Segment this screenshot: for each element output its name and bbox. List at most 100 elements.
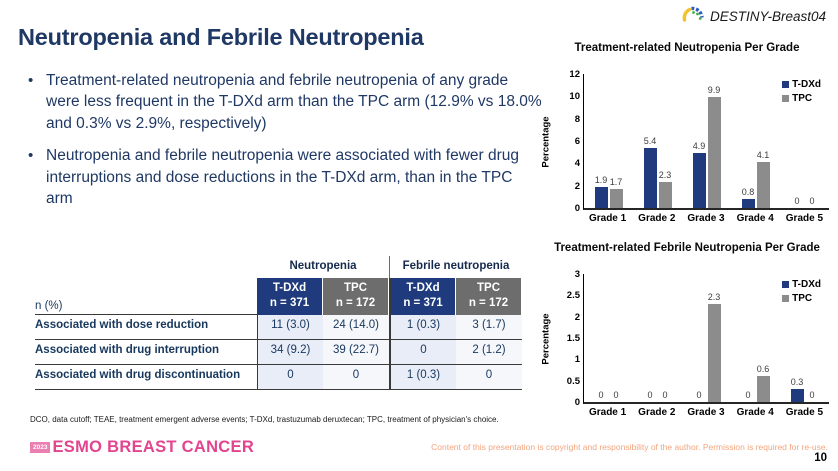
- esmo-logo: 2023 ESMO BREAST CANCER: [30, 438, 254, 457]
- legend-item: T-DXd: [782, 279, 821, 290]
- table-cell: 0: [257, 365, 323, 390]
- col-header-drug: TPC: [344, 282, 367, 294]
- bar-tpc: 2.3: [658, 170, 672, 208]
- study-name: DESTINY-Breast04: [709, 9, 826, 24]
- bar-value-label: 0: [809, 196, 815, 206]
- table-col-header-tdxd-febrile: T-DXd n = 371: [389, 278, 456, 315]
- chart-legend: T-DXd TPC: [782, 279, 821, 307]
- bullet-marker: •: [28, 147, 34, 165]
- bullet-item: • Treatment-related neutropenia and febr…: [28, 70, 542, 134]
- table-corner: [35, 256, 257, 278]
- bar-value-label: 0: [794, 196, 800, 206]
- bar-value-label: 0: [598, 390, 604, 400]
- y-tick-label: 1: [574, 354, 580, 366]
- bar-tpc: 9.9: [707, 85, 721, 208]
- table-group-header-neutropenia: Neutropenia: [289, 260, 357, 272]
- x-tick-label: Grade 4: [736, 407, 774, 418]
- page-title: Neutropenia and Febrile Neutropenia: [18, 24, 424, 50]
- bar-group: 0.8 4.1: [731, 74, 780, 208]
- x-tick-label: Grade 5: [785, 407, 824, 418]
- bar-t-dxd: 5.4: [643, 136, 657, 208]
- table-cell: 0: [323, 365, 389, 390]
- col-header-drug: TPC: [477, 282, 500, 294]
- bar-tpc: 1.7: [609, 177, 623, 208]
- bar-value-label: 0: [662, 390, 668, 400]
- table-cell: 0: [456, 365, 522, 390]
- bar-group: 4.9 9.9: [682, 74, 731, 208]
- abbreviations-footnote: DCO, data cutoff; TEAE, treatment emerge…: [30, 415, 499, 424]
- bar-group: 0 2.3: [682, 274, 731, 402]
- table-cell: 24 (14.0): [323, 315, 389, 340]
- bullet-text: Neutropenia and febrile neutropenia were…: [46, 147, 520, 207]
- bar-value-label: 9.9: [707, 85, 721, 96]
- table-row-label: Associated with dose reduction: [35, 315, 257, 340]
- x-tick-label: Grade 1: [588, 407, 627, 418]
- copyright-notice: Content of this presentation is copyrigh…: [431, 442, 828, 452]
- x-tick-label: Grade 1: [588, 213, 627, 224]
- legend-item: T-DXd: [782, 79, 821, 90]
- bar-value-label: 2.3: [707, 291, 721, 302]
- table-cell: 34 (9.2): [257, 340, 323, 365]
- y-tick-label: 0: [574, 397, 580, 408]
- y-tick-label: 6: [574, 136, 580, 147]
- bar-group: 0.3 0: [780, 274, 829, 402]
- bullet-list: • Treatment-related neutropenia and febr…: [28, 70, 542, 220]
- bar-value-label: 0: [613, 390, 619, 400]
- x-tick-label: Grade 5: [785, 213, 824, 224]
- y-axis-label: Percentage: [540, 313, 552, 365]
- bullet-marker: •: [28, 72, 34, 89]
- bar-value-label: 1.7: [609, 177, 623, 188]
- table-cell: 1 (0.3): [389, 315, 456, 340]
- legend-swatch: [782, 295, 790, 302]
- legend-label: TPC: [792, 93, 813, 104]
- table-cell: 2 (1.2): [456, 340, 522, 365]
- bar-value-label: 0: [696, 390, 702, 400]
- chart-legend: T-DXd TPC: [782, 79, 821, 107]
- bar-t-dxd: 1.9: [594, 175, 608, 208]
- y-tick-label: 10: [569, 91, 580, 103]
- x-tick-label: Grade 2: [638, 407, 676, 418]
- legend-swatch: [782, 81, 790, 88]
- x-axis-labels: Grade 1 Grade 2 Grade 3 Grade 4 Grade 5: [583, 407, 829, 418]
- x-tick-label: Grade 2: [638, 213, 676, 224]
- x-tick-label: Grade 3: [687, 407, 725, 418]
- neutropenia-per-grade-chart: Treatment-related Neutropenia Per Grade …: [537, 42, 837, 224]
- bar-tpc: 2.3: [707, 292, 721, 402]
- table-row-label: Associated with drug interruption: [35, 340, 257, 365]
- y-tick-label: 3: [574, 269, 580, 280]
- table-group-header-febrile-neutropenia: Febrile neutropenia: [389, 256, 522, 278]
- col-header-n: n = 172: [468, 296, 509, 309]
- col-header-drug: T-DXd: [406, 282, 440, 294]
- table-cell: 11 (3.0): [257, 315, 323, 340]
- bar-value-label: 1.9: [594, 174, 608, 185]
- chart-title: Treatment-related Neutropenia Per Grade: [574, 42, 800, 54]
- bar-tpc: 4.1: [756, 150, 770, 208]
- bar-group: 1.9 1.7: [584, 74, 633, 208]
- plot-area: 0 0.5 1 1.5 2 2.5 3 0 0 0 0 0 2.3 0 0.6 0.3 0 T-DXd TPC: [567, 269, 829, 408]
- y-tick-label: 4: [574, 158, 580, 170]
- table-cell: 1 (0.3): [389, 365, 456, 390]
- legend-label: T-DXd: [792, 79, 821, 90]
- bar-value-label: 0: [745, 390, 751, 400]
- plot-area: 0 2 4 6 8 10 12 1.9 1.7 5.4 2.3 4.9 9.9 0.8 4.1 0 0 T-DXd…: [569, 69, 829, 214]
- y-tick-label: 1.5: [566, 333, 580, 344]
- bar-t-dxd: 0.8: [741, 187, 755, 208]
- col-header-n: n = 172: [335, 296, 376, 309]
- bar-value-label: 0: [647, 390, 653, 400]
- esmo-logo-text: ESMO BREAST CANCER: [52, 438, 255, 456]
- bar-value-label: 2.3: [658, 170, 672, 181]
- col-header-n: n = 371: [269, 296, 310, 309]
- page-number: 10: [814, 452, 827, 464]
- table-col-header-tpc-neutropenia: TPC n = 172: [323, 278, 389, 315]
- bar-value-label: 4.9: [692, 141, 706, 152]
- legend-label: T-DXd: [792, 279, 821, 290]
- legend-swatch: [782, 281, 790, 288]
- bar-tpc: 0.6: [756, 364, 770, 402]
- bar-t-dxd: 4.9: [692, 141, 706, 208]
- x-tick-label: Grade 3: [687, 213, 725, 224]
- table-cell: 0: [389, 340, 456, 365]
- y-tick-label: 2.5: [566, 290, 580, 302]
- legend-swatch: [782, 95, 790, 102]
- bullet-text: Treatment-related neutropenia and febril…: [46, 72, 542, 132]
